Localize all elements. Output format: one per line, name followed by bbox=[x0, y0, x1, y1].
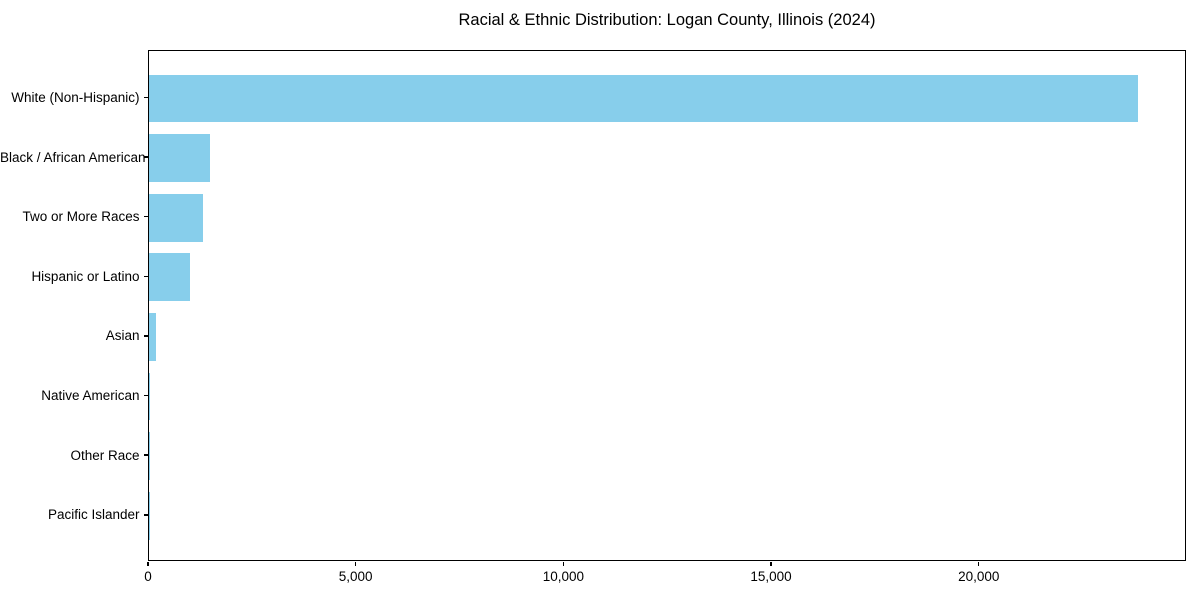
y-tick-mark bbox=[143, 275, 148, 278]
x-tick-mark bbox=[770, 561, 772, 566]
y-tick-label-other-race: Other Race bbox=[70, 447, 140, 463]
bar-white-non-hispanic bbox=[149, 74, 1138, 123]
bar-black-african-american bbox=[149, 134, 210, 182]
y-tick-mark bbox=[143, 215, 148, 218]
y-tick-label-native-american: Native American bbox=[41, 388, 140, 404]
x-tick-mark bbox=[562, 561, 565, 566]
y-tick-label-white-non-hispanic: White (Non-Hispanic) bbox=[11, 89, 140, 105]
x-tick-label-5000: 5,000 bbox=[338, 569, 373, 584]
y-tick-mark bbox=[143, 335, 148, 337]
y-tick-mark bbox=[143, 394, 148, 397]
x-tick-mark bbox=[977, 561, 980, 566]
x-tick-label-0: 0 bbox=[144, 569, 152, 584]
y-tick-label-pacific-islander: Pacific Islander bbox=[47, 507, 140, 523]
bar-hispanic-or-latino bbox=[149, 253, 190, 302]
x-tick-label-15000: 15,000 bbox=[750, 569, 792, 584]
chart-title: Racial & Ethnic Distribution: Logan Coun… bbox=[458, 11, 876, 29]
x-tick-mark bbox=[147, 561, 149, 566]
y-tick-mark bbox=[143, 454, 148, 456]
bar-other-race bbox=[149, 432, 150, 481]
plot-area bbox=[148, 50, 1186, 561]
x-tick-mark bbox=[354, 561, 357, 566]
x-tick-label-10000: 10,000 bbox=[542, 569, 585, 584]
y-tick-label-two-or-more-races: Two or More Races bbox=[22, 209, 140, 225]
y-tick-label-hispanic-or-latino: Hispanic or Latino bbox=[31, 268, 140, 284]
y-tick-mark bbox=[143, 514, 148, 516]
y-tick-mark bbox=[143, 96, 148, 99]
y-tick-label-black-african-american: Black / African American bbox=[0, 149, 146, 165]
bar-native-american bbox=[149, 372, 151, 421]
y-tick-label-asian: Asian bbox=[105, 328, 140, 344]
x-tick-label-20000: 20,000 bbox=[958, 569, 1000, 584]
y-tick-mark bbox=[143, 156, 148, 158]
bar-two-or-more-races bbox=[149, 193, 203, 242]
bar-asian bbox=[149, 313, 157, 361]
